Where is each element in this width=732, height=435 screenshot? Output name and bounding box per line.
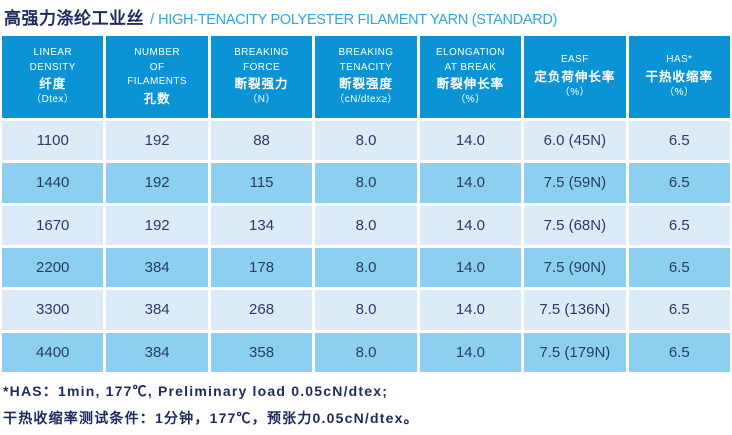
table-cell-r2-c5: 14.0 bbox=[419, 163, 522, 203]
footnote-line-1: *HAS：1min, 177℃, Preliminary load 0.05cN… bbox=[3, 383, 389, 399]
header-line: （%） bbox=[664, 87, 695, 99]
table-cell-r3-c3: 134 bbox=[210, 205, 313, 245]
table-cell-r2-c7: 6.5 bbox=[628, 163, 730, 203]
table-cell-r4-c4: 8.0 bbox=[315, 247, 417, 288]
spec-table: LINEAR DENSITY 纤度 （Dtex） NUMBER OF FILAMENTS 孔数… bbox=[2, 36, 730, 372]
header-line: EASF bbox=[560, 54, 589, 66]
header-line: 断裂强度 bbox=[338, 77, 393, 92]
header-line: 断裂伸长率 bbox=[436, 77, 505, 92]
table-cell-r6-c2: 384 bbox=[106, 332, 208, 372]
table-cell-r6-c5: 14.0 bbox=[419, 332, 522, 372]
table-cell-r1-c5: 14.0 bbox=[419, 121, 522, 161]
table-cell-r6-c6: 7.5 (179N) bbox=[524, 332, 626, 372]
page-title: 高强力涤纶工业丝 / HIGH-TENACITY POLYESTER FILAM… bbox=[4, 4, 557, 29]
table-cell-r5-c5: 14.0 bbox=[419, 290, 522, 330]
table-cell-r3-c6: 7.5 (68N) bbox=[524, 205, 626, 245]
table-cell-r5-c6: 7.5 (136N) bbox=[524, 290, 626, 330]
table-cell-r1-c4: 8.0 bbox=[315, 121, 417, 161]
header-line: HAS* bbox=[666, 54, 693, 66]
header-line: AT BREAK bbox=[444, 61, 497, 73]
table-cell-r6-c4: 8.0 bbox=[315, 332, 417, 372]
table-cell-r1-c2: 192 bbox=[106, 121, 208, 161]
table-cell-r2-c1: 1440 bbox=[2, 163, 104, 203]
table-cell-r4-c7: 6.5 bbox=[628, 247, 730, 288]
header-cell-col5: ELONGATION AT BREAK 断裂伸长率 （%） bbox=[419, 36, 522, 118]
header-line: ELONGATION bbox=[436, 47, 505, 59]
header-line: （%） bbox=[559, 87, 590, 99]
table-cell-r3-c4: 8.0 bbox=[315, 205, 417, 245]
header-line: FILAMENTS bbox=[127, 76, 187, 88]
header-line: OF bbox=[149, 61, 165, 73]
table-cell-r4-c3: 178 bbox=[210, 247, 313, 288]
table-cell-r5-c4: 8.0 bbox=[315, 290, 417, 330]
table-cell-r2-c3: 115 bbox=[210, 163, 313, 203]
footnotes: *HAS：1min, 177℃, Preliminary load 0.05cN… bbox=[3, 382, 419, 435]
table-cell-r3-c5: 14.0 bbox=[419, 205, 522, 245]
header-line: 定负荷伸长率 bbox=[534, 69, 616, 84]
header-cell-col2: NUMBER OF FILAMENTS 孔数 bbox=[106, 36, 208, 118]
table-cell-r6-c3: 358 bbox=[210, 332, 313, 372]
title-separator: / bbox=[150, 11, 155, 28]
table-cell-r4-c2: 384 bbox=[106, 247, 208, 288]
table-cell-r3-c7: 6.5 bbox=[628, 205, 730, 245]
table-cell-r1-c1: 1100 bbox=[2, 121, 104, 161]
table-cell-r4-c6: 7.5 (90N) bbox=[524, 247, 626, 288]
table-cell-r5-c7: 6.5 bbox=[628, 290, 730, 330]
header-line: 干热收缩率 bbox=[645, 69, 714, 84]
table-cell-r4-c1: 2200 bbox=[2, 247, 104, 288]
header-line: （Dtex） bbox=[31, 94, 75, 106]
header-line: 孔数 bbox=[143, 91, 171, 106]
header-line: （N） bbox=[247, 94, 276, 106]
table-cell-r6-c7: 6.5 bbox=[628, 332, 730, 372]
header-line: FORCE bbox=[243, 61, 281, 73]
header-line: DENSITY bbox=[29, 61, 76, 73]
table-cell-r2-c2: 192 bbox=[106, 163, 208, 203]
table-cell-r3-c1: 1670 bbox=[2, 205, 104, 245]
table-cell-r5-c3: 268 bbox=[210, 290, 313, 330]
table-cell-r1-c7: 6.5 bbox=[628, 121, 730, 161]
header-line: BREAKING bbox=[234, 47, 289, 59]
header-cell-col4: BREAKING TENACITY 断裂强度 （cN/dtex≥） bbox=[315, 36, 417, 118]
table-cell-r5-c1: 3300 bbox=[2, 290, 104, 330]
table-cell-r4-c5: 14.0 bbox=[419, 247, 522, 288]
header-cell-col1: LINEAR DENSITY 纤度 （Dtex） bbox=[2, 36, 104, 118]
header-line: 断裂强力 bbox=[234, 77, 289, 92]
header-cell-col6: EASF 定负荷伸长率 （%） bbox=[524, 36, 626, 118]
table-cell-r6-c1: 4400 bbox=[2, 332, 104, 372]
header-line: （cN/dtex≥） bbox=[334, 94, 398, 106]
table-cell-r2-c4: 8.0 bbox=[315, 163, 417, 203]
table-cell-r2-c6: 7.5 (59N) bbox=[524, 163, 626, 203]
header-line: LINEAR bbox=[33, 47, 72, 59]
header-line: BREAKING bbox=[338, 47, 394, 59]
header-cell-col7: HAS* 干热收缩率 （%） bbox=[628, 36, 730, 118]
header-line: （%） bbox=[455, 94, 486, 106]
table-cell-r1-c3: 88 bbox=[210, 121, 313, 161]
header-line: 纤度 bbox=[39, 77, 67, 92]
title-english: HIGH-TENACITY POLYESTER FILAMENT YARN (S… bbox=[158, 12, 558, 28]
footnote-line-2: 干热收缩率测试条件：1分钟，177℃，预张力0.05cN/dtex。 bbox=[3, 409, 419, 426]
title-chinese: 高强力涤纶工业丝 bbox=[4, 9, 144, 28]
header-line: TENACITY bbox=[339, 61, 393, 73]
table-cell-r1-c6: 6.0 (45N) bbox=[524, 121, 626, 161]
table-cell-r5-c2: 384 bbox=[106, 290, 208, 330]
header-cell-col3: BREAKING FORCE 断裂强力 （N） bbox=[210, 36, 313, 118]
table-cell-r3-c2: 192 bbox=[106, 205, 208, 245]
header-line: NUMBER bbox=[134, 47, 180, 59]
